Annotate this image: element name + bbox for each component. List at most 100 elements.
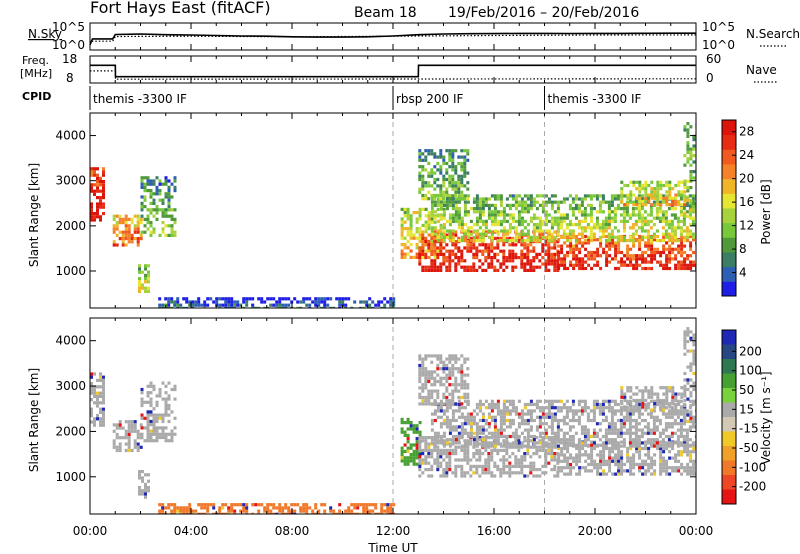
echo-cell [541, 256, 545, 260]
echo-cell [164, 410, 168, 414]
echo-cell [682, 207, 686, 211]
echo-cell [424, 149, 428, 153]
echo-cell [523, 226, 527, 230]
echo-cell [523, 455, 527, 459]
echo-cell [164, 182, 168, 186]
echo-cell [487, 235, 491, 239]
echo-cell [448, 235, 452, 239]
echo-cell [634, 219, 638, 223]
echo-cell [575, 462, 579, 467]
echo-cell [415, 453, 419, 457]
echo-cell [499, 194, 503, 198]
echo-cell [415, 236, 419, 240]
echo-cell [511, 252, 515, 256]
echo-cell [694, 444, 696, 448]
echo-cell [451, 395, 455, 400]
echo-cell [692, 154, 696, 158]
echo-cell [155, 192, 159, 196]
echo-cell [517, 458, 521, 462]
echo-cell [532, 239, 536, 243]
echo-cell [683, 125, 687, 129]
echo-cell [692, 459, 696, 463]
echo-cell [532, 468, 536, 472]
echo-cell [248, 297, 252, 301]
echo-cell [400, 220, 404, 224]
echo-cell [442, 367, 446, 371]
echo-cell [683, 352, 687, 356]
echo-cell [448, 252, 452, 256]
echo-cell [448, 152, 452, 156]
echo-cell [430, 468, 434, 472]
echo-cell [674, 453, 678, 457]
echo-cell [583, 428, 587, 432]
echo-cell [475, 197, 479, 201]
echo-cell [578, 260, 582, 264]
echo-cell [400, 459, 404, 463]
echo-cell [590, 446, 594, 451]
echo-cell [146, 419, 150, 424]
echo-cell [601, 402, 605, 407]
echo-cell [689, 254, 693, 258]
echo-cell [641, 472, 645, 476]
echo-cell [596, 238, 600, 242]
echo-cell [590, 469, 594, 473]
echo-cell [604, 200, 608, 204]
echo-cell [140, 403, 144, 408]
echo-cell [490, 249, 494, 253]
echo-cell [692, 160, 696, 164]
echo-cell [466, 422, 470, 426]
echo-cell [451, 441, 455, 445]
echo-cell [644, 472, 648, 476]
echo-cell [481, 452, 485, 456]
echo-cell [547, 256, 551, 260]
echo-cell [487, 256, 491, 260]
echo-cell [553, 216, 557, 220]
echo-cell [454, 418, 458, 423]
echo-cell [674, 199, 678, 204]
echo-cell [451, 239, 455, 243]
echo-cell [553, 438, 557, 442]
echo-cell [188, 503, 192, 507]
echo-cell [127, 448, 131, 453]
range-tick-label: 4000 [55, 129, 86, 143]
echo-cell [635, 263, 639, 267]
echo-cell [167, 195, 171, 199]
nave-tick-low: 0 [706, 71, 714, 85]
echo-cell [529, 412, 533, 416]
echo-cell [541, 246, 545, 250]
echo-cell [93, 391, 96, 395]
echo-cell [427, 255, 431, 259]
echo-cell [644, 408, 648, 412]
echo-cell [146, 410, 150, 414]
echo-cell [502, 259, 506, 263]
echo-cell [454, 213, 458, 217]
echo-cell [478, 210, 482, 214]
echo-cell [689, 450, 693, 454]
echo-cell [433, 152, 437, 156]
echo-cell [662, 408, 666, 412]
echo-cell [605, 462, 609, 467]
echo-cell [353, 503, 357, 507]
echo-cell [523, 406, 527, 410]
echo-cell [272, 506, 276, 510]
echo-cell [544, 461, 548, 465]
echo-cell [442, 363, 446, 368]
echo-cell [439, 367, 443, 371]
echo-cell [445, 373, 449, 377]
echo-cell [616, 441, 620, 445]
echo-cell [625, 210, 629, 214]
echo-cell [635, 266, 639, 271]
echo-cell [418, 386, 422, 390]
echo-cell [637, 434, 641, 439]
echo-cell [635, 402, 639, 406]
nsky-tick-high: 10^5 [52, 20, 85, 34]
echo-cell [614, 459, 618, 463]
echo-cell [574, 197, 578, 201]
echo-cell [583, 226, 587, 230]
echo-cell [656, 203, 660, 207]
echo-cell [583, 399, 587, 403]
echo-cell [502, 422, 506, 426]
echo-cell [400, 227, 404, 231]
echo-cell [583, 229, 587, 233]
echo-cell [550, 441, 554, 445]
